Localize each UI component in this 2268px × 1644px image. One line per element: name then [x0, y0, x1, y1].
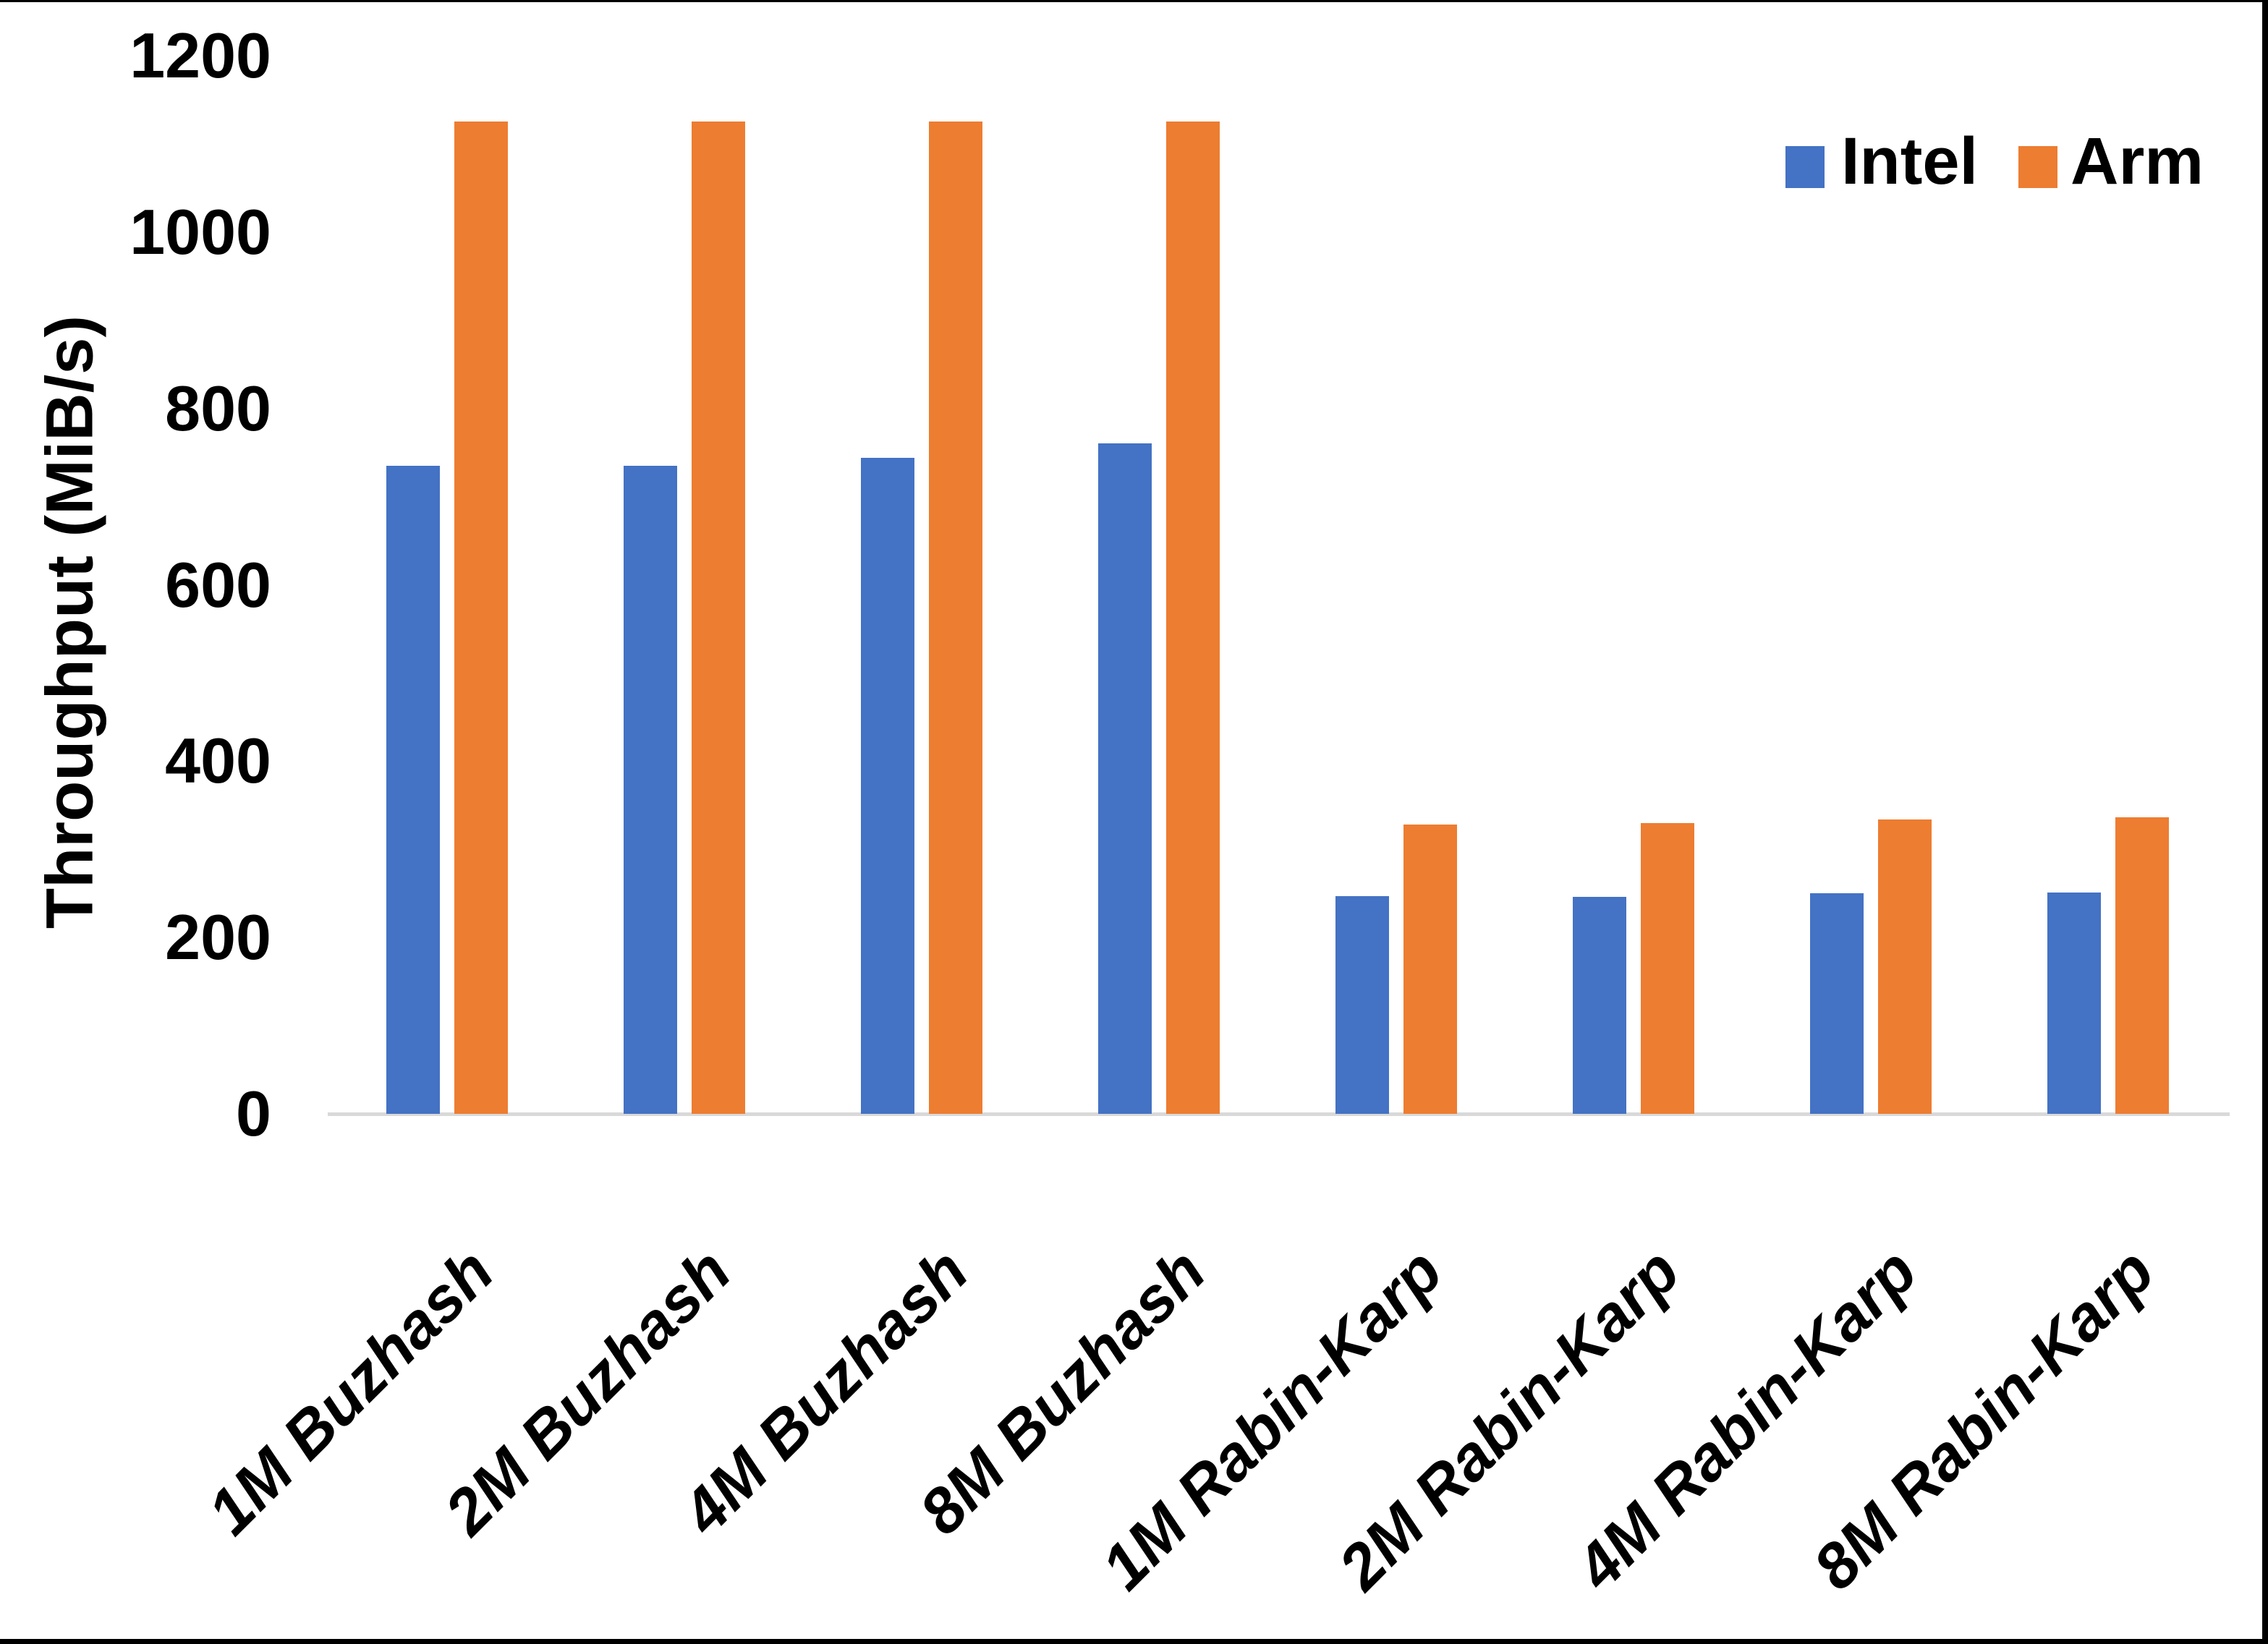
bar-intel-2m-rabin-karp: [1573, 897, 1626, 1114]
bar-intel-8m-rabin-karp: [2047, 892, 2101, 1114]
y-tick-label: 200: [165, 901, 271, 974]
bar-intel-4m-buzhash: [861, 457, 914, 1114]
bar-intel-2m-buzhash: [624, 465, 677, 1114]
bar-arm-1m-rabin-karp: [1403, 825, 1457, 1114]
y-tick-label: 400: [165, 725, 271, 797]
bar-arm-4m-rabin-karp: [1878, 819, 1932, 1114]
bar-arm-2m-rabin-karp: [1641, 822, 1694, 1114]
screen-border-right: [2262, 0, 2268, 1644]
y-tick-label: 1200: [129, 20, 271, 91]
screen-border-bottom: [0, 1639, 2268, 1644]
bar-intel-1m-rabin-karp: [1335, 895, 1389, 1114]
x-axis-line: [328, 1112, 2230, 1116]
bar-arm-2m-buzhash: [692, 122, 745, 1114]
legend-label-intel: Intel: [1841, 124, 1979, 198]
bar-arm-8m-buzhash: [1166, 122, 1220, 1114]
bar-intel-8m-buzhash: [1098, 443, 1152, 1114]
legend-swatch-intel: [1785, 146, 1825, 188]
bar-arm-4m-buzhash: [929, 122, 982, 1114]
legend-label-arm: Arm: [2070, 124, 2204, 198]
y-tick-label: 600: [165, 548, 271, 621]
bar-intel-1m-buzhash: [386, 465, 440, 1114]
bar-arm-8m-rabin-karp: [2115, 817, 2169, 1114]
bar-arm-1m-buzhash: [454, 122, 508, 1114]
bar-intel-4m-rabin-karp: [1810, 893, 1864, 1114]
y-tick-label: 0: [236, 1078, 271, 1149]
legend-swatch-arm: [2018, 146, 2057, 188]
y-tick-label: 800: [165, 372, 271, 444]
screen-border-top: [0, 0, 2268, 2]
y-tick-label: 1000: [129, 195, 271, 268]
